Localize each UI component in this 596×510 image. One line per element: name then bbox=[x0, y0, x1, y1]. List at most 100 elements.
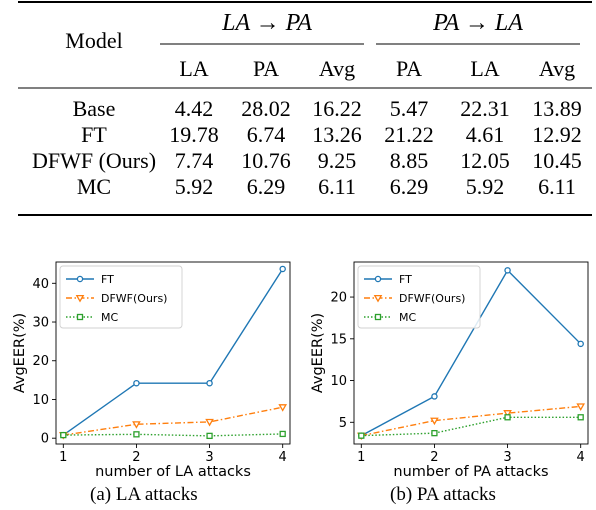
x-tick-label: 3 bbox=[205, 450, 213, 465]
series-dfwf-ours-marker bbox=[205, 418, 214, 427]
table-cell: 21.22 bbox=[384, 122, 434, 147]
table-cell: 10.45 bbox=[532, 148, 582, 173]
y-tick-label: 40 bbox=[32, 277, 49, 292]
x-tick-label: 2 bbox=[430, 450, 438, 465]
table-row-model: Base bbox=[73, 96, 116, 121]
table-cell: 12.92 bbox=[532, 122, 582, 147]
la-attacks-chart: 0 10 20 30 40 1 2 3 4 number of LA attacks AvgEER(… bbox=[12, 261, 291, 478]
table-cell: 22.31 bbox=[460, 96, 510, 121]
table-cell: 8.85 bbox=[390, 148, 429, 173]
table-cell: 4.61 bbox=[466, 122, 505, 147]
table-col-header: PA bbox=[396, 56, 422, 81]
x-axis-label: number of PA attacks bbox=[393, 464, 548, 478]
table-cell: 6.74 bbox=[247, 122, 286, 147]
table-cell: 4.42 bbox=[175, 96, 214, 121]
table-cell: 6.29 bbox=[390, 174, 429, 199]
table-col-header: Avg bbox=[319, 56, 355, 81]
table-col-header: Avg bbox=[539, 56, 575, 81]
table-cell: 9.25 bbox=[318, 148, 357, 173]
y-tick-label: 15 bbox=[330, 332, 347, 347]
series-mc-marker bbox=[577, 414, 584, 421]
legend-box bbox=[59, 265, 183, 329]
table-col-header: LA bbox=[179, 56, 208, 81]
legend-dfwf-ours-marker bbox=[373, 294, 383, 303]
series-ft-marker bbox=[431, 393, 438, 400]
table-row: Base 4.42 28.02 16.22 5.47 22.31 13.89 bbox=[73, 96, 582, 121]
series-dfwf-ours-marker bbox=[132, 421, 141, 429]
y-tick-label: 10 bbox=[32, 393, 49, 408]
series-dfwf-ours-line bbox=[361, 405, 581, 437]
x-axis-label: number of LA attacks bbox=[95, 464, 251, 478]
table-cell: 28.02 bbox=[241, 96, 291, 121]
y-tick-label: 0 bbox=[41, 432, 49, 447]
table-model-header: Model bbox=[65, 28, 122, 53]
y-axis-label: AvgEER(%) bbox=[12, 313, 28, 393]
table-sub-headers: LA PA Avg PA LA Avg bbox=[179, 56, 575, 81]
legend-ft-label: FT bbox=[101, 273, 114, 286]
legend-mc-label: MC bbox=[399, 311, 416, 324]
table-cell: 5.92 bbox=[466, 174, 505, 199]
pa-attacks-chart: 5 10 15 20 1 2 3 4 number of PA attacks AvgEER(%)… bbox=[310, 261, 589, 478]
legend-dfwf-ours-label: DFWF(Ours) bbox=[101, 292, 167, 305]
table-group-header-la-pa: LA → PA bbox=[221, 10, 312, 36]
series-mc bbox=[60, 430, 286, 440]
series-mc-marker bbox=[358, 432, 365, 439]
table-row: MC 5.92 6.29 6.11 6.29 5.92 6.11 bbox=[77, 174, 576, 199]
series-ft-marker bbox=[279, 265, 286, 273]
series-mc-marker bbox=[504, 414, 511, 421]
y-tick-label: 10 bbox=[330, 374, 347, 389]
plot-frame bbox=[55, 261, 291, 445]
legend-ft-label: FT bbox=[399, 273, 412, 286]
series-mc-marker bbox=[133, 431, 140, 438]
series-mc-marker bbox=[206, 432, 213, 440]
series-ft-marker bbox=[577, 340, 584, 348]
table-cell: 5.92 bbox=[175, 174, 214, 199]
legend-dfwf-ours-marker bbox=[75, 294, 85, 303]
results-table: Model LA → PA PA → LA LA PA Avg PA LA Avg Bas… bbox=[18, 1, 592, 216]
series-mc-marker bbox=[279, 430, 286, 438]
series-dfwf-ours-marker bbox=[278, 404, 288, 412]
series-ft-marker bbox=[504, 267, 511, 274]
table-body: Base 4.42 28.02 16.22 5.47 22.31 13.89 FT 19.78 6… bbox=[32, 96, 582, 199]
table-row: FT 19.78 6.74 13.26 21.22 4.61 12.92 bbox=[81, 122, 582, 147]
table-cell: 13.89 bbox=[532, 96, 582, 121]
x-tick-label: 2 bbox=[132, 450, 140, 465]
table-group-header-pa-la: PA → LA bbox=[432, 10, 523, 36]
table-row-model: MC bbox=[77, 174, 111, 199]
table-cell: 5.47 bbox=[390, 96, 429, 121]
x-tick-label: 1 bbox=[59, 450, 67, 465]
series-ft-marker bbox=[133, 379, 140, 387]
x-tick-label: 4 bbox=[279, 450, 287, 465]
series-mc-line bbox=[361, 416, 581, 437]
chart-legend: FT DFWF(Ours) MC bbox=[59, 265, 183, 329]
series-dfwf-ours-marker bbox=[576, 403, 586, 411]
x-tick-label: 3 bbox=[503, 450, 511, 465]
x-tick-label: 1 bbox=[357, 450, 365, 465]
series-dfwf-ours-marker bbox=[503, 410, 512, 418]
series-mc-line bbox=[63, 433, 283, 437]
caption-pa-attacks: (b) PA attacks bbox=[390, 484, 496, 505]
y-tick-label: 20 bbox=[330, 291, 347, 306]
legend-ft-marker bbox=[374, 275, 382, 283]
table-cell: 16.22 bbox=[312, 96, 362, 121]
table-col-header: LA bbox=[470, 56, 499, 81]
legend-mc-marker bbox=[76, 313, 84, 321]
table-cell: 12.05 bbox=[460, 148, 510, 173]
series-ft-line bbox=[360, 269, 582, 437]
table-row-model: DFWF (Ours) bbox=[32, 148, 156, 173]
series-mc-marker bbox=[431, 429, 438, 437]
y-tick-label: 30 bbox=[32, 316, 49, 331]
table-cell: 6.29 bbox=[247, 174, 286, 199]
chart-legend: FT DFWF(Ours) MC bbox=[357, 265, 481, 329]
y-tick-label: 20 bbox=[32, 354, 49, 369]
series-dfwf-ours bbox=[356, 403, 586, 441]
table-cell: 7.74 bbox=[175, 148, 214, 173]
series-dfwf-ours-marker bbox=[430, 417, 439, 426]
table-cell: 19.78 bbox=[169, 122, 219, 147]
table-cell: 13.26 bbox=[312, 122, 362, 147]
series-ft-marker bbox=[206, 379, 213, 387]
table-cell: 10.76 bbox=[241, 148, 291, 173]
caption-la-attacks: (a) LA attacks bbox=[90, 484, 198, 505]
series-dfwf-ours-line bbox=[63, 406, 283, 436]
legend-mc-label: MC bbox=[101, 311, 118, 324]
